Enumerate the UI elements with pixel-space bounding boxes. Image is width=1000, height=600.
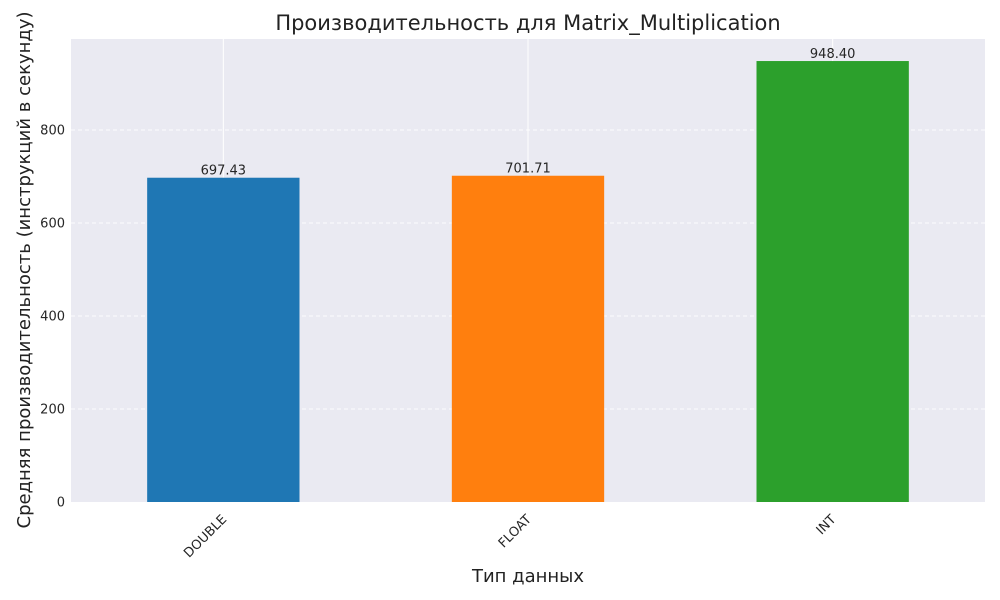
bar-value-label: 697.43 — [201, 164, 247, 179]
x-axis-ticks: DOUBLE FLOAT INT — [181, 512, 839, 561]
chart-title: Производительность для Matrix_Multiplica… — [275, 11, 780, 36]
bar-value-label: 948.40 — [810, 47, 856, 62]
bar-double — [147, 177, 300, 502]
data-labels: 697.43 701.71 948.40 — [201, 47, 856, 179]
x-tick-label: INT — [814, 512, 840, 538]
bar-float — [451, 175, 605, 502]
x-axis-label: Тип данных — [471, 566, 584, 587]
y-tick-label: 200 — [40, 403, 65, 418]
x-tick-label: FLOAT — [496, 512, 535, 551]
bars — [147, 61, 909, 503]
bar-value-label: 701.71 — [505, 162, 551, 177]
x-tick-label: DOUBLE — [181, 512, 230, 561]
y-axis-label: Средняя производительность (инструкций в… — [14, 12, 35, 529]
y-axis-ticks: 0 200 400 600 800 — [40, 124, 65, 511]
bar-int — [756, 61, 909, 503]
y-tick-label: 0 — [57, 496, 65, 511]
y-tick-label: 600 — [40, 217, 65, 232]
y-tick-label: 400 — [40, 310, 65, 325]
y-tick-label: 800 — [40, 124, 65, 139]
